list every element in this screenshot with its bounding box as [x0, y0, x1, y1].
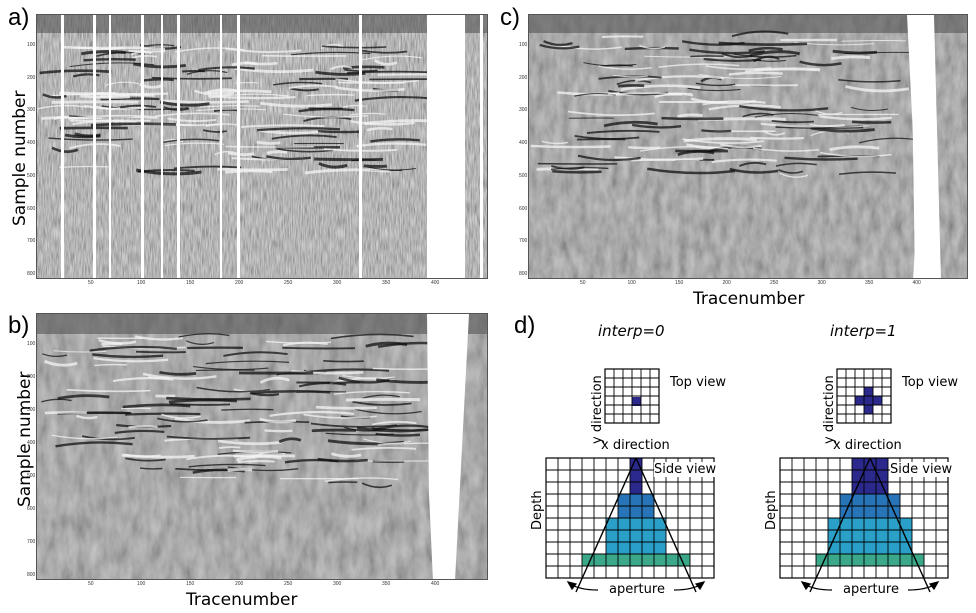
panel-a-ytick: 700: [27, 238, 36, 245]
panel-a-xtick: 100: [137, 280, 146, 286]
panel-c-letter: c): [500, 4, 520, 31]
panel-b-xtick: 250: [284, 581, 293, 587]
panel-b-reflectors: [41, 333, 454, 489]
panel-a-seismic-svg: [37, 15, 487, 278]
panel-c-xtick: 250: [770, 280, 779, 286]
panel-b-ytick: 600: [27, 506, 36, 512]
panel-c-ytick: 200: [519, 74, 528, 81]
panel-a-xtick: 300: [333, 280, 342, 286]
interp1-side-view-label: Side view: [890, 462, 953, 477]
panel-b-letter: b): [8, 312, 30, 339]
panel-c-ytick: 400: [519, 140, 528, 147]
panel-a-ytick: 500: [27, 172, 36, 179]
panel-b-ytick: 500: [27, 473, 36, 479]
interp0-top-view-grid: [604, 368, 660, 424]
interp1-top-view-label: Top view: [902, 375, 959, 390]
interp0-diagram: [545, 368, 715, 593]
panel-b-xtick: 200: [235, 581, 244, 587]
panel-b-ytick: 700: [27, 539, 36, 545]
panel-a-xtick: 350: [382, 280, 391, 286]
interp1-x-direction: x direction: [833, 438, 902, 453]
panel-b-xlabel: Tracenumber: [186, 590, 298, 610]
panel-c-xtick: 100: [627, 280, 636, 286]
panel-a-ytick: 600: [27, 205, 36, 212]
panel-c-xlabel: Tracenumber: [693, 289, 805, 309]
interp0-title: interp=0: [598, 322, 665, 340]
interp0-x-direction: x direction: [601, 438, 670, 453]
panel-a-xtick: 250: [284, 280, 293, 286]
panel-b-ytick: 100: [27, 341, 36, 347]
panel-a-ytick: 400: [27, 140, 36, 147]
interp1-diagram: [779, 368, 949, 593]
panel-d-letter: d): [514, 312, 536, 339]
panel-a-xtick: 50: [88, 280, 94, 286]
panel-c-xtick: 200: [722, 280, 731, 286]
panel-c-ytick: 700: [519, 238, 528, 245]
panel-c-ytick: 800: [519, 271, 528, 277]
panel-b-seismic-svg: [37, 314, 487, 579]
panel-b-xtick: 100: [137, 581, 146, 587]
panel-c-xtick: 400: [912, 280, 921, 286]
panel-c-reflectors: [530, 30, 934, 178]
panel-a-ytick: 800: [27, 271, 36, 277]
panel-c-xtick: 300: [817, 280, 826, 286]
panel-b-xtick: 350: [382, 581, 391, 587]
panel-a-ytick: 200: [27, 74, 36, 81]
panel-b-seismic-image: [36, 313, 488, 580]
panel-b-ytick: 400: [27, 440, 36, 446]
panel-b-ytick: 800: [27, 572, 36, 578]
panel-b-ytick: 300: [27, 407, 36, 413]
panel-c-seismic-svg: [529, 15, 967, 278]
panel-b-xtick: 50: [88, 581, 94, 587]
panel-c-xtick: 350: [865, 280, 874, 286]
panel-c-seismic-image: [528, 14, 968, 279]
panel-a-letter: a): [8, 4, 30, 31]
panel-c-ytick: 300: [519, 107, 528, 114]
interp0-side-view-label: Side view: [654, 462, 717, 477]
panel-b-xtick: 150: [186, 581, 195, 587]
interp0-aperture-arrow: [566, 581, 706, 591]
panel-a-xtick: 200: [235, 280, 244, 286]
interp0-side-view-grid: [545, 457, 715, 593]
interp1-aperture-label: aperture: [841, 582, 901, 597]
panel-a-ytick: 300: [27, 107, 36, 114]
panel-c-ytick: 600: [519, 205, 528, 212]
panel-c-ytick: 100: [519, 42, 528, 48]
panel-a-ytick: 100: [27, 42, 36, 48]
interp1-aperture-arrow: [800, 581, 940, 591]
panel-a-seismic-image: [36, 14, 488, 279]
panel-a-xtick: 150: [186, 280, 195, 286]
panel-c-ytick: 500: [519, 172, 528, 179]
interp1-side-view-grid: [779, 457, 949, 593]
panel-b-ytick: 200: [27, 374, 36, 380]
panel-a-reflectors: [37, 43, 453, 176]
panel-b-xtick: 400: [431, 581, 440, 587]
panel-b-xtick: 300: [333, 581, 342, 587]
interp1-title: interp=1: [830, 322, 897, 340]
panel-a-xtick: 400: [431, 280, 440, 286]
panel-c-xtick: 50: [580, 280, 586, 286]
interp0-aperture-label: aperture: [607, 582, 667, 597]
interp1-top-view-grid: [836, 368, 892, 424]
interp0-top-view-label: Top view: [670, 375, 727, 390]
panel-c-xtick: 150: [675, 280, 684, 286]
